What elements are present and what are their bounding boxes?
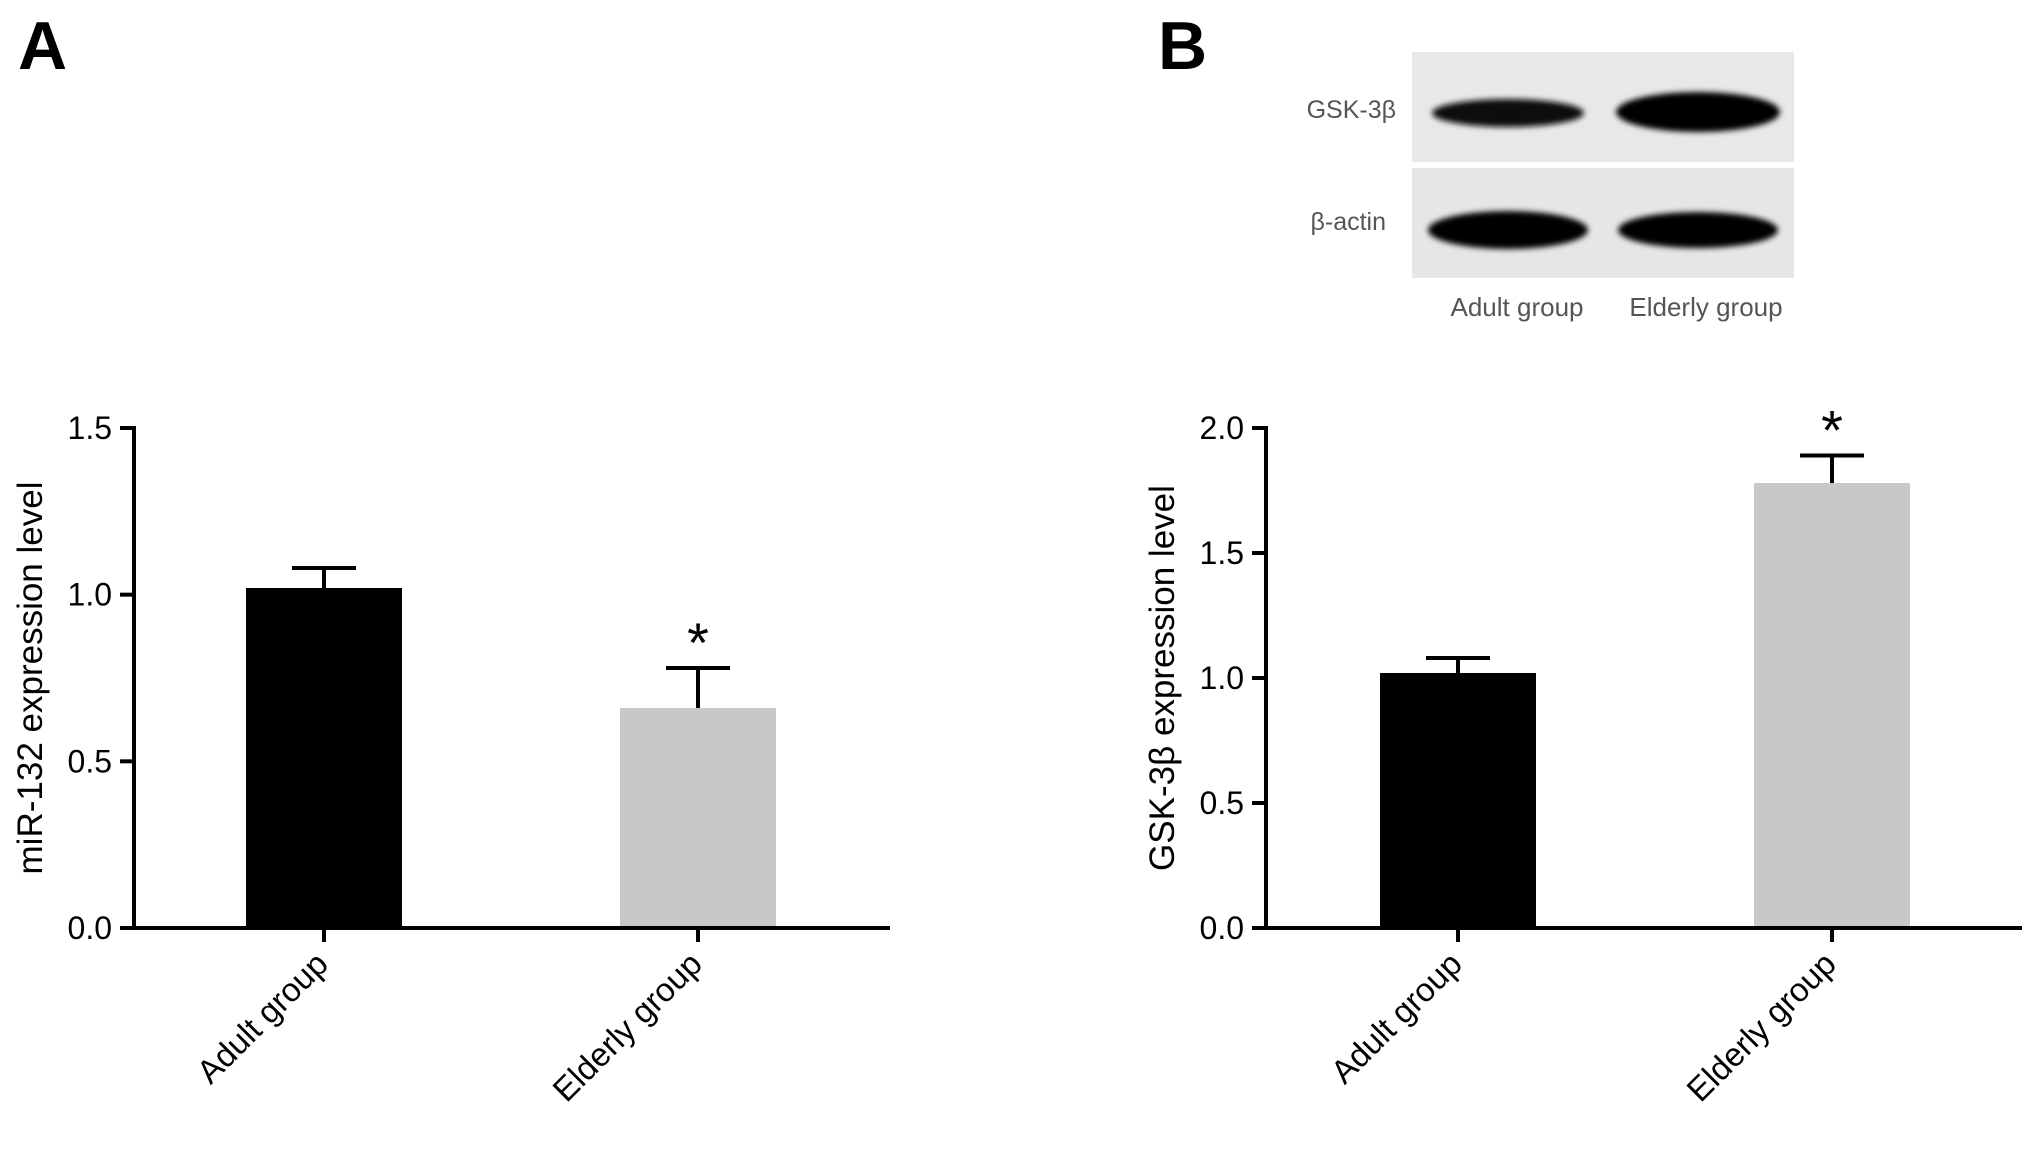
bar-chart-gsk3b: * 0.0 0.5 1.0 1.5 2.0 Adult group Elderly group… — [1143, 399, 2022, 1109]
bar-chart-mir132: * 0.0 0.5 1.0 1.5 Adult group Elderly group miR… — [11, 410, 890, 1108]
significance-marker: * — [1821, 399, 1843, 462]
y-tick-label: 0.5 — [68, 743, 112, 779]
y-tick-label: 0.5 — [1200, 785, 1244, 821]
y-tick-label: 0.0 — [1200, 910, 1244, 946]
bar — [1754, 483, 1910, 928]
blot-band-gsk3b-adult — [1432, 99, 1584, 127]
blot-row-label-gsk3b: GSK-3β — [1307, 96, 1396, 124]
y-axis-title: GSK-3β expression level — [1143, 485, 1182, 871]
x-tick-label: Adult group — [189, 945, 335, 1091]
y-axis-title: miR-132 expression level — [11, 482, 50, 875]
blot-band-actin-elderly — [1618, 212, 1778, 248]
bar — [620, 708, 776, 928]
panel-label-b: B — [1158, 8, 1208, 84]
y-tick-label: 1.5 — [1200, 535, 1244, 571]
y-tick-label: 1.0 — [1200, 660, 1244, 696]
x-tick-label: Elderly group — [1679, 945, 1843, 1109]
x-tick-label: Elderly group — [545, 945, 709, 1109]
blot-row-label-actin: β-actin — [1310, 208, 1386, 236]
y-tick-label: 2.0 — [1200, 410, 1244, 446]
y-tick-label: 1.0 — [68, 577, 112, 613]
blot-lane-label-elderly: Elderly group — [1629, 292, 1782, 322]
significance-marker: * — [687, 611, 709, 674]
x-tick-label: Adult group — [1323, 945, 1469, 1091]
bar — [1380, 673, 1536, 928]
western-blot: GSK-3β β-actin Adult group Elderly group — [1307, 52, 1794, 322]
bar — [246, 588, 402, 928]
blot-band-actin-adult — [1428, 211, 1588, 249]
y-tick-label: 0.0 — [68, 910, 112, 946]
y-tick-label: 1.5 — [68, 410, 112, 446]
panel-label-a: A — [18, 8, 68, 84]
blot-lane-label-adult: Adult group — [1451, 292, 1584, 322]
blot-band-gsk3b-elderly — [1616, 92, 1780, 132]
